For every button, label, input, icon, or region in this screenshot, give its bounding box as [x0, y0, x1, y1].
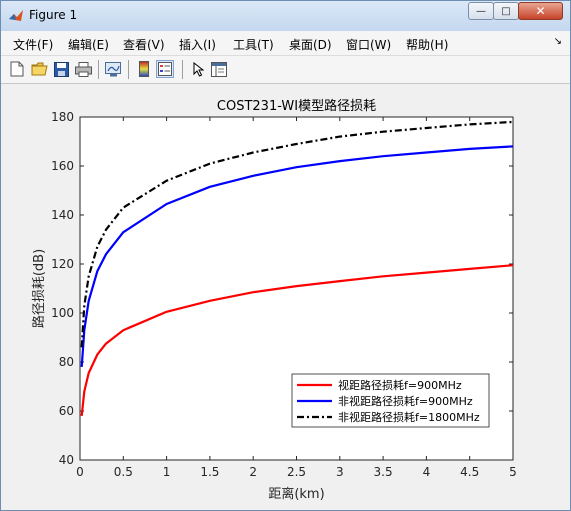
menu-file[interactable]: 文件(F)	[13, 38, 54, 52]
chart-title: COST231-WI模型路径损耗	[217, 98, 376, 114]
legend-entry-3: 非视距路径损耗f=1800MHz	[338, 410, 480, 424]
y-tick-label: 40	[59, 453, 74, 467]
menu-overflow-icon[interactable]: ↘	[553, 36, 562, 47]
menu-view[interactable]: 查看(V)	[123, 38, 165, 52]
property-editor-icon[interactable]	[210, 60, 228, 78]
window-title: Figure 1	[29, 8, 78, 22]
x-axis-label: 距离(km)	[268, 486, 324, 502]
x-tick-label: 0.5	[114, 465, 133, 479]
title-bar[interactable]: Figure 1 — □ ✕	[1, 1, 570, 31]
x-tick-label: 3	[336, 465, 344, 479]
menu-window[interactable]: 窗口(W)	[346, 38, 392, 52]
series-line-3[interactable]	[80, 120, 514, 348]
x-tick-label: 3.5	[374, 465, 393, 479]
print-icon[interactable]	[74, 60, 92, 78]
new-figure-icon[interactable]	[8, 60, 26, 78]
line-chart: 0 0.5 1 1.5 2 2.5 3 3.5 4 4.5 5 40 60 80 100 120 140 160…	[31, 98, 517, 502]
series-line-1[interactable]	[80, 264, 514, 417]
x-tick-label: 1.5	[200, 465, 219, 479]
y-tick-label: 80	[59, 355, 74, 369]
x-tick-label: 0	[76, 465, 84, 479]
y-tick-label: 100	[51, 306, 74, 320]
menu-help[interactable]: 帮助(H)	[406, 38, 449, 52]
legend-entry-2: 非视距路径损耗f=900MHz	[338, 394, 473, 408]
select-arrow-icon[interactable]	[189, 60, 207, 78]
open-file-icon[interactable]	[30, 60, 48, 78]
y-tick-label: 120	[51, 257, 74, 271]
menu-desktop[interactable]: 桌面(D)	[289, 38, 332, 52]
x-tick-label: 2	[249, 465, 257, 479]
figure-canvas: 0 0.5 1 1.5 2 2.5 3 3.5 4 4.5 5 40 60 80 100 120 140 160…	[7, 87, 563, 503]
x-tick-label: 4.5	[460, 465, 479, 479]
legend-entry-1: 视距路径损耗f=900MHz	[338, 378, 462, 392]
toolbar	[1, 56, 570, 84]
y-tick-label: 60	[59, 404, 74, 418]
menu-tools[interactable]: 工具(T)	[233, 38, 274, 52]
maximize-button[interactable]: □	[493, 2, 519, 20]
y-tick-label: 180	[51, 110, 74, 124]
x-tick-label: 1	[163, 465, 171, 479]
y-tick-label: 140	[51, 208, 74, 222]
y-axis-label: 路径损耗(dB)	[31, 249, 47, 328]
legend[interactable]: 视距路径损耗f=900MHz 非视距路径损耗f=900MHz 非视距路径损耗f=18…	[291, 373, 490, 428]
close-button[interactable]: ✕	[518, 2, 563, 20]
menu-edit[interactable]: 编辑(E)	[68, 38, 109, 52]
colorbar-icon[interactable]	[135, 60, 153, 78]
matlab-icon	[9, 10, 23, 21]
x-tick-label: 5	[509, 465, 517, 479]
save-icon[interactable]	[52, 60, 70, 78]
minimize-button[interactable]: —	[468, 2, 494, 20]
menu-insert[interactable]: 插入(I)	[179, 38, 216, 52]
y-tick-label: 160	[51, 159, 74, 173]
x-tick-label: 4	[423, 465, 431, 479]
link-axes-icon[interactable]	[104, 60, 122, 78]
series-line-2[interactable]	[80, 145, 514, 367]
legend-icon[interactable]	[156, 60, 174, 78]
x-tick-label: 2.5	[287, 465, 306, 479]
menu-bar: 文件(F) 编辑(E) 查看(V) 插入(I) 工具(T) 桌面(D) 窗口(W…	[1, 31, 570, 56]
